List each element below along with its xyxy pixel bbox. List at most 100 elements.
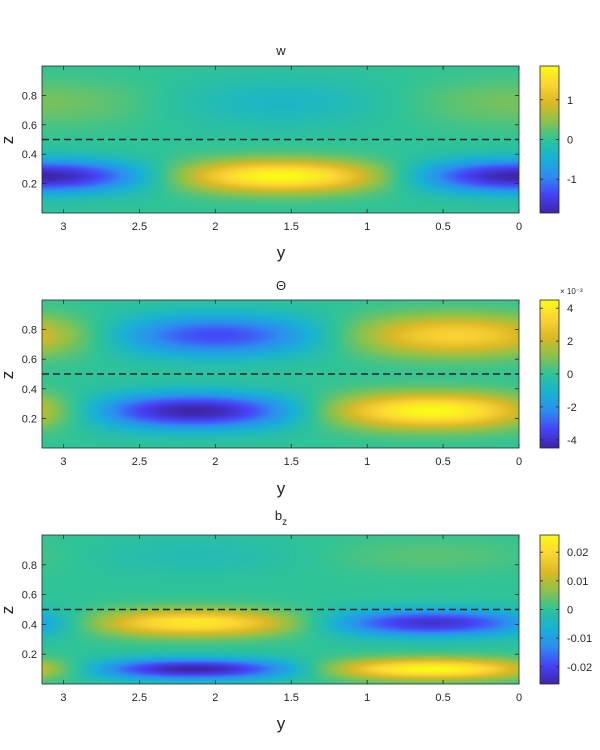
x-tick: 0.5 <box>435 535 451 704</box>
y-tick-label: 0.6 <box>22 120 37 132</box>
colorbar-tick-label: -0.01 <box>567 633 592 645</box>
y-tick: 0.8 <box>22 560 519 572</box>
colorbar-tick-label: -4 <box>567 435 577 447</box>
y-tick-label: 0.6 <box>22 590 37 602</box>
panel-title: bz <box>275 508 287 528</box>
x-tick-label: 0 <box>516 221 522 233</box>
y-tick-label: 0.2 <box>22 649 37 661</box>
x-tick: 1.5 <box>284 66 299 233</box>
panel-theta: Θ 3 2.5 2 1.5 1 0.5 0 0.2 0.4 0.6 0.8 y z -4 -2 0 2 4… <box>0 278 583 498</box>
colorbar-tick-label: 0 <box>567 369 573 381</box>
y-tick-label: 0.8 <box>22 560 37 572</box>
x-tick-label: 0 <box>516 456 522 468</box>
y-axis-label: z <box>0 606 17 615</box>
panel-title: w <box>275 43 286 58</box>
y-tick: 0.6 <box>22 590 519 602</box>
colorbar-tick: -0.01 <box>540 633 592 645</box>
colorbar-tick: 0 <box>540 605 573 617</box>
panel-w: w 3 2.5 2 1.5 1 0.5 0 0.2 0.4 0.6 0.8 y z -1 0 1 <box>0 43 577 262</box>
y-tick-label: 0.2 <box>22 179 37 191</box>
y-tick-label: 0.4 <box>22 149 37 161</box>
x-tick: 2 <box>212 66 218 233</box>
y-tick-label: 0.4 <box>22 619 37 631</box>
y-axis-label: z <box>0 136 17 145</box>
y-tick: 0.2 <box>22 649 519 661</box>
y-tick: 0.8 <box>22 90 519 102</box>
colorbar-image <box>540 535 559 684</box>
x-tick-label: 1.5 <box>284 456 299 468</box>
x-tick-label: 0.5 <box>435 692 450 704</box>
colorbar-tick-label: -2 <box>567 402 577 414</box>
x-tick: 3 <box>60 300 67 468</box>
x-tick: 1.5 <box>284 535 299 704</box>
x-tick-label: 0.5 <box>435 456 450 468</box>
y-tick: 0.4 <box>22 384 519 396</box>
x-tick: 2 <box>212 300 218 468</box>
colorbar-tick-label: 1 <box>567 95 573 107</box>
colorbar-tick: 4 <box>540 303 573 315</box>
x-axis-label: y <box>277 479 286 498</box>
y-tick-label: 0.8 <box>22 325 37 337</box>
colorbar-axis: -1 0 1 <box>540 95 577 186</box>
x-tick-label: 1 <box>364 221 370 233</box>
colorbar-tick-label: -1 <box>567 174 577 186</box>
colorbar-tick: -1 <box>540 174 577 186</box>
colorbar-exponent: × 10⁻³ <box>560 287 583 296</box>
y-tick: 0.8 <box>22 325 519 337</box>
x-axis: 3 2.5 2 1.5 1 0.5 0 <box>60 300 522 468</box>
colorbar-tick: -2 <box>540 402 577 414</box>
x-tick: 3 <box>60 535 67 704</box>
colorbar-tick-label: -0.02 <box>567 662 592 674</box>
x-tick: 2.5 <box>132 535 147 704</box>
colorbar-axis: -4 -2 0 2 4 <box>540 303 577 447</box>
x-tick: 2.5 <box>132 66 147 233</box>
x-tick: 1 <box>364 300 370 468</box>
x-tick: 3 <box>60 66 67 233</box>
x-tick-label: 2.5 <box>132 692 147 704</box>
colorbar-axis: -0.02 -0.01 0 0.01 0.02 <box>540 547 592 674</box>
colorbar-tick: 0 <box>540 369 573 381</box>
x-tick-label: 3 <box>60 221 66 233</box>
colorbar-tick-label: 0 <box>567 605 573 617</box>
x-tick-label: 1 <box>364 692 370 704</box>
plot-frame <box>41 65 520 214</box>
y-tick: 0.2 <box>22 179 519 191</box>
x-tick-label: 3 <box>60 456 66 468</box>
x-tick: 2.5 <box>132 300 147 468</box>
x-tick-label: 2 <box>212 456 218 468</box>
x-tick: 1 <box>364 535 370 704</box>
panel-bz: bz 32.521.510.50 0.20.40.60.8 y z -0.02-… <box>0 508 592 733</box>
x-tick-label: 0 <box>516 692 522 704</box>
y-axis-label: z <box>0 371 17 380</box>
x-tick: 0 <box>516 300 522 468</box>
x-tick: 1.5 <box>284 300 299 468</box>
x-tick: 0.5 <box>435 66 451 233</box>
colorbar-tick: 0.02 <box>540 547 588 559</box>
y-tick-label: 0.8 <box>22 90 37 102</box>
y-tick-label: 0.2 <box>22 413 37 425</box>
y-tick: 0.2 <box>22 413 519 425</box>
x-tick-label: 3 <box>60 692 66 704</box>
y-axis: 0.2 0.4 0.6 0.8 <box>22 325 519 425</box>
x-axis-label: y <box>277 243 286 262</box>
x-tick: 0 <box>516 66 522 233</box>
y-tick-label: 0.6 <box>22 354 37 366</box>
colorbar-tick-label: 4 <box>567 303 573 315</box>
x-tick-label: 1.5 <box>284 692 299 704</box>
x-tick: 0.5 <box>435 300 451 468</box>
x-axis: 3 2.5 2 1.5 1 0.5 0 <box>60 66 522 233</box>
x-tick-label: 2.5 <box>132 221 147 233</box>
x-tick-label: 1 <box>364 456 370 468</box>
x-axis-label: y <box>277 714 286 733</box>
panel-title-main: b <box>275 508 282 523</box>
y-axis: 0.2 0.4 0.6 0.8 <box>22 90 519 191</box>
colorbar-tick-label: 0 <box>567 135 573 147</box>
y-tick: 0.4 <box>22 619 519 631</box>
y-tick-label: 0.4 <box>22 384 37 396</box>
colorbar-image <box>540 66 559 213</box>
colorbar-tick: 2 <box>540 336 573 348</box>
x-tick: 2 <box>212 535 218 704</box>
colorbar-tick-label: 2 <box>567 336 573 348</box>
panel-title-subscript: z <box>282 517 287 528</box>
colorbar-tick: 0 <box>540 135 573 147</box>
